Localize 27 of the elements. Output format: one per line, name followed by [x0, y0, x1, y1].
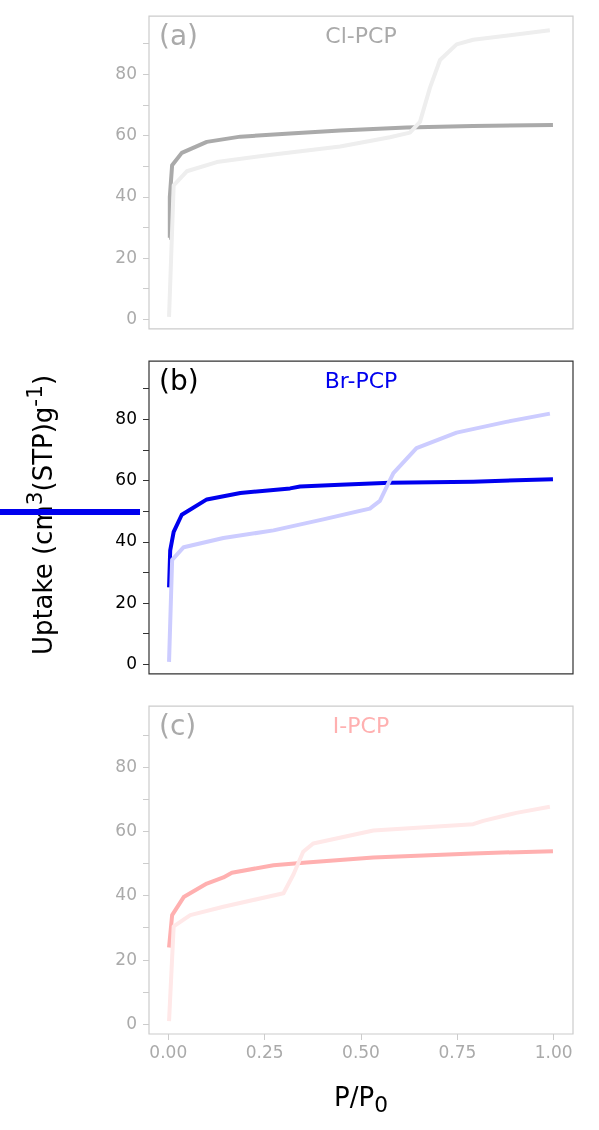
x-tick-label: 1.00 [534, 1041, 573, 1062]
y-tick-label: 60 [115, 469, 137, 490]
annotation: (a) [159, 19, 199, 53]
y-tick-label: 0 [126, 1012, 137, 1033]
x-tick-label: 0.75 [438, 1041, 477, 1062]
y-tick-label: 20 [115, 948, 137, 969]
x-tick-label: 0.25 [245, 1041, 284, 1062]
y-tick-label: 60 [115, 124, 137, 145]
y-tick-label: 80 [115, 407, 137, 428]
x-axis-title: P/P$_{0}$ [334, 1082, 388, 1118]
y-tick-label: 60 [115, 819, 137, 840]
annotation: (c) [159, 709, 197, 743]
chart-title: I-PCP [332, 712, 390, 738]
y-tick-label: 0 [126, 308, 137, 329]
y-tick-label: 40 [115, 884, 137, 905]
y-tick-label: 0 [126, 653, 137, 674]
y-tick-label: 80 [115, 62, 137, 83]
chart-title: Br-PCP [324, 367, 398, 393]
chart-title: Cl-PCP [325, 22, 397, 48]
x-tick-label: 0.00 [149, 1041, 188, 1062]
annotation: (b) [159, 364, 199, 398]
y-tick-label: 40 [115, 185, 137, 206]
y-tick-label: 40 [115, 530, 137, 551]
x-tick-label: 0.50 [342, 1041, 380, 1062]
y-tick-label: 20 [115, 246, 137, 267]
y-tick-label: 80 [115, 755, 137, 776]
y-tick-label: 20 [115, 591, 137, 612]
